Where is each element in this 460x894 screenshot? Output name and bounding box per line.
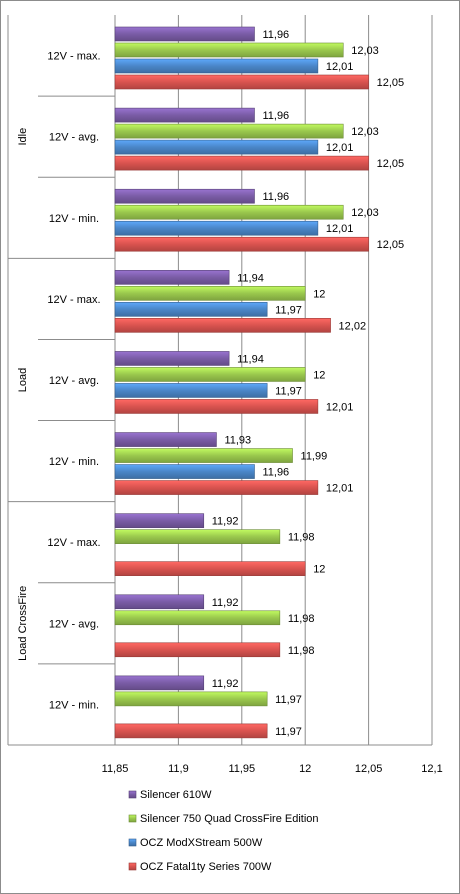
bar: [114, 155, 369, 171]
category-label: 12V - max.: [47, 537, 100, 549]
bar: [114, 480, 319, 495]
group-label: Load CrossFire: [17, 586, 29, 661]
category-label: 12V - avg.: [49, 618, 99, 630]
bar: [114, 26, 255, 42]
data-label: 12,02: [339, 320, 367, 332]
legend-label: OCZ ModXStream 500W: [140, 837, 263, 849]
group-label: Idle: [17, 128, 29, 146]
bar: [114, 204, 344, 220]
legend-swatch: [128, 838, 137, 847]
bar: [114, 318, 331, 333]
data-label: 12,05: [377, 77, 405, 89]
data-label: 12: [313, 288, 325, 300]
legend-swatch: [128, 790, 137, 799]
bar: [114, 74, 369, 90]
data-label: 11,93: [224, 435, 251, 447]
data-label: 11,97: [275, 385, 302, 397]
bar: [114, 351, 230, 366]
x-tick-label: 12,05: [355, 763, 383, 775]
data-label: 11,96: [262, 467, 289, 479]
bar: [114, 139, 319, 155]
x-tick-label: 11,85: [102, 763, 129, 775]
data-label: 11,98: [288, 613, 315, 625]
data-label: 12,01: [326, 142, 354, 154]
category-label: 12V - min.: [49, 213, 99, 225]
bar: [114, 513, 205, 528]
bar: [114, 367, 306, 382]
bar: [114, 464, 255, 479]
data-label: 11,92: [212, 678, 239, 690]
x-tick-label: 11,9: [168, 763, 189, 775]
legend-swatch: [128, 814, 137, 823]
data-label: 12,05: [377, 158, 405, 170]
data-label: 11,99: [301, 451, 328, 463]
data-label: 12,03: [351, 45, 379, 57]
x-tick-label: 11,95: [228, 763, 255, 775]
x-tick-label: 12: [299, 763, 311, 775]
bar: [114, 448, 293, 463]
data-label: 12: [313, 564, 325, 576]
bar: [114, 58, 319, 74]
legend-swatch: [128, 862, 137, 871]
data-label: 11,96: [262, 29, 289, 41]
data-label: 11,92: [212, 597, 239, 609]
bar: [114, 107, 255, 123]
bar: [114, 236, 369, 252]
category-label: 12V - max.: [47, 51, 100, 63]
category-label: 12V - min.: [49, 699, 99, 711]
bar: [114, 286, 306, 301]
bar: [114, 675, 205, 691]
bar: [114, 220, 319, 236]
bar: [114, 123, 344, 139]
data-label: 11,97: [275, 304, 302, 316]
group-label: Load: [17, 368, 29, 392]
data-label: 12,01: [326, 223, 354, 235]
category-label: 12V - avg.: [49, 132, 99, 144]
category-label: 12V - min.: [49, 456, 99, 468]
bar: [114, 610, 281, 626]
legend-label: OCZ Fatal1ty Series 700W: [140, 861, 272, 873]
data-label: 12,01: [326, 61, 354, 73]
data-label: 11,97: [275, 694, 302, 706]
data-label: 12: [313, 369, 325, 381]
legend-label: Silencer 750 Quad CrossFire Edition: [140, 813, 319, 825]
data-label: 12,01: [326, 483, 354, 495]
data-label: 12,03: [351, 207, 379, 219]
bar: [114, 188, 255, 204]
data-label: 11,98: [288, 645, 315, 657]
bar: [114, 270, 230, 285]
bar: [114, 302, 268, 317]
category-label: 12V - max.: [47, 294, 100, 306]
bar: [114, 691, 268, 707]
bar: [114, 383, 268, 398]
bar: [114, 723, 268, 739]
x-tick-label: 12,1: [421, 763, 442, 775]
data-label: 11,96: [262, 110, 289, 122]
data-label: 12,01: [326, 401, 354, 413]
data-label: 11,92: [212, 516, 239, 528]
bar: [114, 594, 205, 610]
category-label: 12V - avg.: [49, 375, 99, 387]
data-label: 11,97: [275, 726, 302, 738]
bar: [114, 42, 344, 58]
data-label: 12,03: [351, 126, 379, 138]
bar: [114, 561, 306, 576]
data-label: 11,94: [237, 353, 264, 365]
legend-label: Silencer 610W: [140, 789, 212, 801]
data-label: 11,98: [288, 532, 315, 544]
bar: [114, 399, 319, 414]
data-label: 12,05: [377, 239, 405, 251]
data-label: 11,94: [237, 272, 264, 284]
bar: [114, 642, 281, 658]
bar: [114, 432, 217, 447]
bar: [114, 529, 281, 544]
data-label: 11,96: [262, 191, 289, 203]
